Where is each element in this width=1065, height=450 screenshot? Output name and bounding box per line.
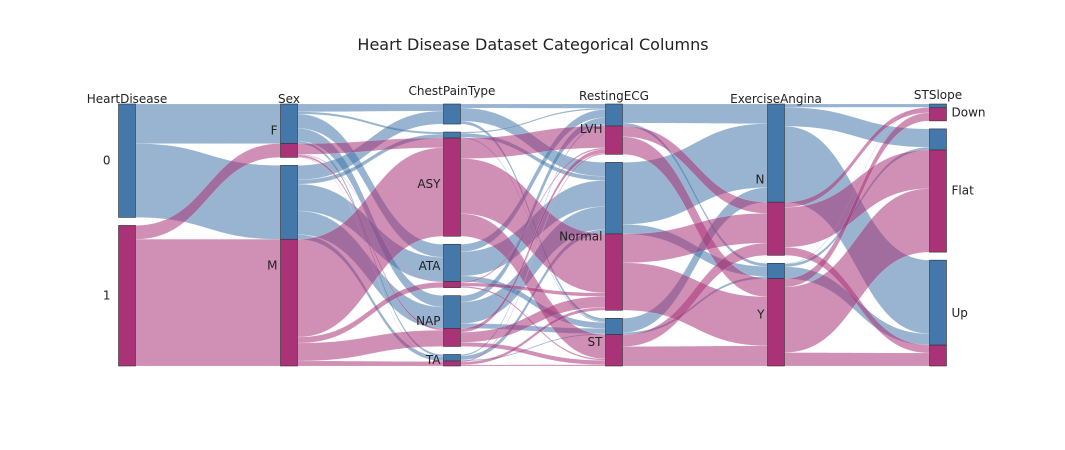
dimension-label-heartdisease: HeartDisease (87, 92, 168, 106)
bar-segment-class-1 (929, 107, 947, 122)
dimension-label-exerciseangina: ExerciseAngina (730, 92, 822, 106)
bar-segment-class-1 (767, 278, 785, 367)
bar-segment-class-1 (443, 360, 461, 367)
category-bar-chestpaintype-asy[interactable] (443, 131, 461, 237)
bar-segment-class-0 (929, 103, 947, 109)
category-bar-chestpaintype-nap[interactable] (443, 295, 461, 347)
category-bar-chestpaintype-blank[interactable] (443, 103, 461, 125)
ribbon-restingecg-exerciseangina (622, 345, 768, 367)
category-bar-restingecg-st[interactable] (605, 318, 623, 367)
category-label-m: M (267, 259, 277, 273)
bar-segment-class-0 (605, 103, 623, 127)
category-label-lvh: LVH (580, 122, 603, 136)
category-bar-heartdisease-0[interactable] (118, 103, 136, 218)
ribbon-restingecg-exerciseangina (622, 103, 768, 124)
bar-segment-class-0 (118, 103, 136, 218)
category-label-down: Down (952, 105, 986, 119)
category-bar-restingecg-lvh[interactable] (605, 103, 623, 155)
category-label-nap: NAP (416, 314, 440, 328)
bar-segment-class-0 (443, 103, 461, 125)
bar-segment-class-0 (929, 259, 947, 346)
bar-segment-class-1 (443, 137, 461, 237)
ribbon-chestpaintype-restingecg (460, 364, 606, 367)
category-bar-restingecg-normal[interactable] (605, 162, 623, 311)
bar-segment-class-0 (605, 318, 623, 335)
bar-segment-class-1 (605, 334, 623, 367)
bar-segment-class-0 (443, 243, 461, 282)
bar-segment-class-1 (605, 125, 623, 155)
category-bar-exerciseangina-y[interactable] (767, 263, 785, 367)
category-label-0: 0 (103, 154, 111, 168)
category-label-up: Up (952, 306, 968, 320)
category-bar-stslope-up[interactable] (929, 259, 947, 367)
category-label-asy: ASY (417, 177, 441, 191)
bar-segment-class-1 (767, 201, 785, 256)
category-bar-stslope-down[interactable] (929, 103, 947, 122)
ribbon-chestpaintype-restingecg (460, 103, 606, 109)
bar-segment-class-0 (280, 103, 298, 144)
bar-segment-class-0 (443, 354, 461, 362)
label-layer: HeartDisease 0 1 Sex F M ChestPainType ASY ATA NA… (87, 84, 986, 367)
ribbon-sex-chestpaintype (297, 360, 444, 367)
category-label-n: N (756, 173, 765, 187)
bar-segment-class-1 (443, 281, 461, 288)
category-bar-exerciseangina-n[interactable] (767, 103, 785, 256)
bar-segment-class-1 (929, 149, 947, 253)
bar-segment-class-1 (929, 344, 947, 367)
category-label-ta: TA (425, 353, 441, 367)
bar-segment-class-1 (280, 143, 298, 158)
ribbon-exerciseangina-stslope (784, 352, 930, 367)
dimension-label-sex: Sex (278, 92, 300, 106)
bar-segment-class-0 (767, 263, 785, 279)
bar-segment-class-0 (280, 165, 298, 240)
bar-segment-class-1 (280, 238, 298, 367)
category-bar-sex-f[interactable] (280, 103, 298, 158)
category-bar-sex-m[interactable] (280, 165, 298, 367)
bar-segment-class-0 (443, 131, 461, 139)
category-label-normal: Normal (559, 229, 602, 243)
chart-title: Heart Disease Dataset Categorical Column… (357, 35, 708, 54)
bar-segment-class-1 (118, 225, 136, 367)
category-bar-stslope-flat[interactable] (929, 128, 947, 253)
category-bar-layer (118, 103, 947, 367)
bar-segment-class-0 (767, 103, 785, 203)
bar-segment-class-0 (929, 128, 947, 151)
category-bar-chestpaintype-ata[interactable] (443, 243, 461, 288)
dimension-label-chestpaintype: ChestPainType (409, 84, 496, 98)
ribbon-heartdisease-sex (135, 239, 281, 367)
category-label-ata: ATA (419, 259, 442, 273)
bar-segment-class-1 (443, 328, 461, 347)
bar-segment-class-0 (443, 295, 461, 329)
bar-segment-class-0 (605, 162, 623, 235)
dimension-label-restingecg: RestingECG (579, 89, 649, 103)
ribbon-sex-chestpaintype (297, 103, 444, 112)
ribbon-heartdisease-sex (135, 103, 281, 144)
category-label-y: Y (756, 308, 765, 322)
category-label-f: F (271, 124, 278, 138)
category-label-st: ST (588, 335, 604, 349)
dimension-label-stslope: STSlope (914, 88, 962, 102)
bar-segment-class-1 (605, 233, 623, 311)
category-bar-chestpaintype-ta[interactable] (443, 354, 461, 367)
category-label-flat: Flat (952, 184, 975, 198)
ribbon-layer (135, 103, 930, 367)
category-label-1: 1 (103, 289, 111, 303)
category-bar-heartdisease-1[interactable] (118, 225, 136, 367)
